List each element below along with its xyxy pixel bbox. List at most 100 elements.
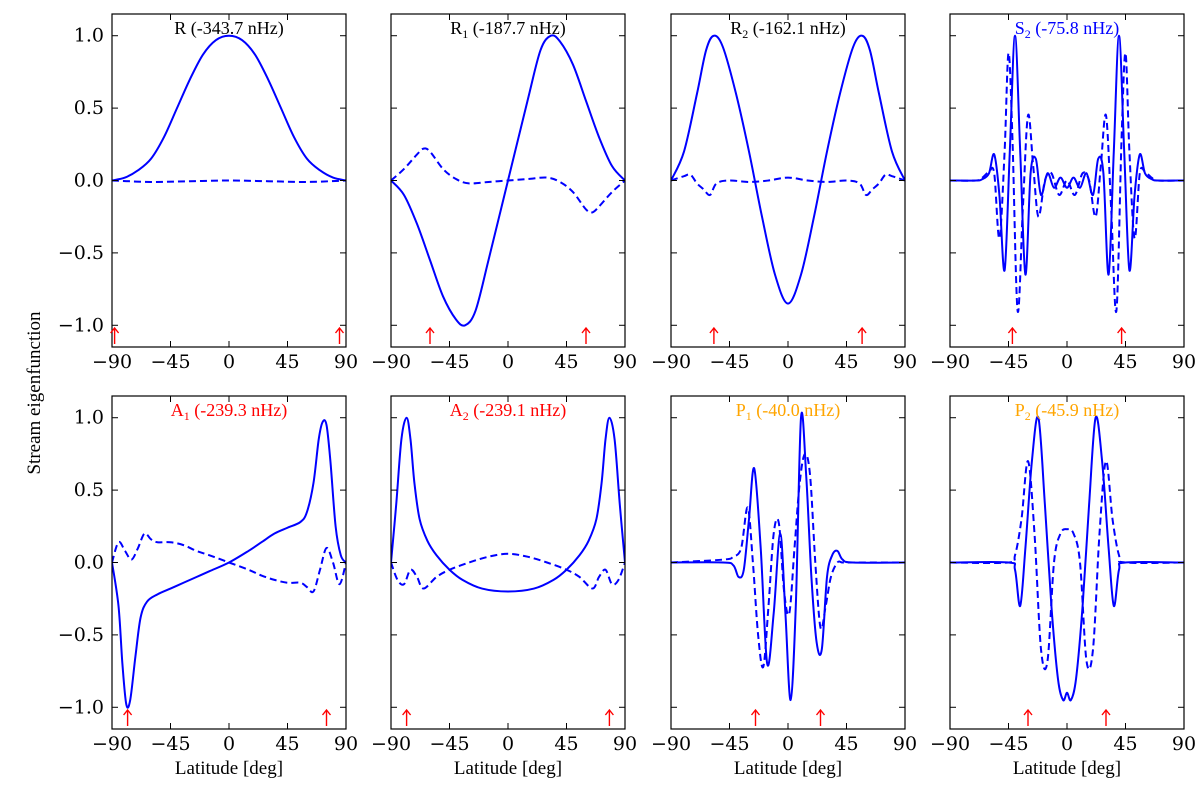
panel-4: −90 −45 0 45 90 S2 (-75.8 nHz): [930, 13, 1196, 373]
series-group: [950, 34, 1184, 313]
arrow-head: [1101, 708, 1111, 716]
panel-title: A2 (-239.1 nHz): [450, 400, 566, 423]
x-tick-label: 90: [334, 351, 358, 373]
panel-1: −90 −45 0 45 90 −1.0 −0.5 0.0 0.5 1.0 R (-343.7 nH…: [58, 13, 358, 373]
x-tick-label: 45: [275, 733, 299, 755]
x-tick-label: 45: [834, 733, 858, 755]
panel-title: P1 (-40.0 nHz): [736, 400, 841, 423]
x-tick-label: 90: [613, 733, 637, 755]
x-tick-label: 45: [275, 351, 299, 373]
series-dashed-line: [391, 552, 625, 590]
x-tick-label: −45: [429, 351, 469, 373]
x-tick-label: 45: [834, 351, 858, 373]
x-tick-label: −45: [709, 733, 749, 755]
series-dashed-line: [950, 52, 1184, 313]
y-tick-label: −1.0: [58, 696, 104, 718]
series-group: [950, 415, 1184, 702]
series-group: [112, 34, 346, 183]
x-tick-label: −90: [930, 733, 970, 755]
arrow-head: [1023, 708, 1033, 716]
x-tick-label: 0: [502, 351, 514, 373]
x-tick-label: 45: [1113, 351, 1137, 373]
plot-frame: [670, 13, 906, 348]
arrow-head: [123, 708, 133, 716]
panel-title: P2 (-45.9 nHz): [1015, 400, 1120, 423]
arrow-head: [604, 708, 614, 716]
panel-7: −90 −45 0 45 90 P1 (-40.0 nHz) Latitude [deg]: [651, 395, 917, 779]
x-tick-label: 45: [1113, 733, 1137, 755]
y-axis-label: Stream eigenfunction: [24, 311, 45, 475]
series-group: [671, 34, 905, 305]
panel-title: R2 (-162.1 nHz): [730, 18, 846, 41]
panels: −90 −45 0 45 90 −1.0 −0.5 0.0 0.5 1.0 R (-343.7 nH…: [58, 13, 1196, 779]
y-tick-label: −1.0: [58, 314, 104, 336]
series-dashed-line: [950, 460, 1184, 671]
plot-frame: [949, 13, 1185, 348]
panel-title: R1 (-187.7 nHz): [450, 18, 566, 41]
y-tick-label: 0.5: [74, 97, 104, 119]
x-tick-label: 0: [223, 351, 235, 373]
y-tick-label: −0.5: [58, 624, 104, 646]
y-tick-label: 1.0: [74, 25, 104, 47]
panel-8: −90 −45 0 45 90 P2 (-45.9 nHz) Latitude [deg]: [930, 395, 1196, 779]
panel-title: A1 (-239.3 nHz): [171, 400, 287, 423]
series-group: [112, 419, 346, 709]
x-tick-label: −90: [371, 351, 411, 373]
series-solid-line: [950, 415, 1184, 702]
x-tick-label: −90: [651, 351, 691, 373]
y-tick-label: 0.0: [74, 170, 104, 192]
series-dashed-line: [391, 147, 625, 214]
x-tick-label: −45: [988, 733, 1028, 755]
arrow-head: [581, 326, 591, 334]
x-tick-label: 0: [782, 733, 794, 755]
x-axis-label: Latitude [deg]: [734, 758, 842, 779]
series-solid-line: [112, 419, 346, 709]
x-tick-label: −45: [150, 351, 190, 373]
x-tick-label: 90: [893, 351, 917, 373]
x-tick-label: 45: [554, 733, 578, 755]
x-axis-label: Latitude [deg]: [1013, 758, 1121, 779]
arrow-head: [402, 708, 412, 716]
panel-title: R (-343.7 nHz): [174, 18, 283, 39]
panel-2: −90 −45 0 45 90 R1 (-187.7 nHz): [371, 13, 637, 373]
series-dashed-line: [112, 179, 346, 183]
panel-6: −90 −45 0 45 90 A2 (-239.1 nHz) Latitude [deg]: [371, 395, 637, 779]
x-tick-label: −90: [371, 733, 411, 755]
arrow-head: [1117, 326, 1127, 334]
x-axis-label: Latitude [deg]: [454, 758, 562, 779]
series-solid-line: [112, 34, 346, 182]
series-solid-line: [391, 416, 625, 593]
arrow-head: [334, 326, 345, 334]
arrow-head: [321, 708, 332, 716]
x-tick-label: −45: [429, 733, 469, 755]
x-tick-label: −45: [709, 351, 749, 373]
arrow-head: [1007, 326, 1017, 334]
x-tick-label: 0: [1061, 351, 1073, 373]
arrow-head: [857, 326, 867, 334]
arrow-head: [750, 708, 761, 716]
x-tick-label: −90: [651, 733, 691, 755]
series-solid-line: [671, 411, 905, 702]
x-tick-label: 90: [1172, 351, 1196, 373]
panel-3: −90 −45 0 45 90 R2 (-162.1 nHz): [651, 13, 917, 373]
x-axis-label: Latitude [deg]: [175, 758, 283, 779]
x-tick-label: 45: [554, 351, 578, 373]
series-group: [391, 416, 625, 593]
x-tick-label: 90: [334, 733, 358, 755]
series-group: [671, 411, 905, 702]
x-tick-label: 90: [893, 733, 917, 755]
x-tick-label: 0: [502, 733, 514, 755]
plot-frame: [390, 395, 626, 730]
y-tick-label: 1.0: [74, 407, 104, 429]
x-tick-label: −45: [988, 351, 1028, 373]
arrow-head: [709, 326, 719, 334]
series-group: [391, 34, 625, 327]
panel-title: S2 (-75.8 nHz): [1015, 18, 1120, 41]
arrow-head: [110, 326, 120, 334]
x-tick-label: 90: [613, 351, 637, 373]
series-dashed-line: [671, 452, 905, 669]
arrow-head: [425, 326, 435, 334]
x-tick-label: −45: [150, 733, 190, 755]
series-dashed-line: [671, 173, 905, 197]
